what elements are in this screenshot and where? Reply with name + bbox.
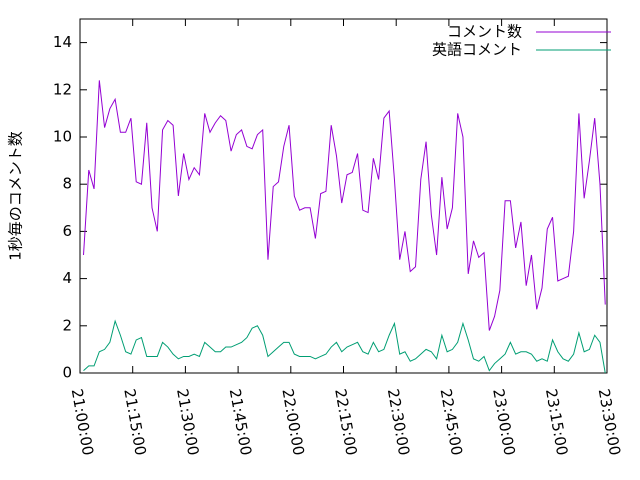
x-tick-label: 23:00:00	[489, 387, 518, 456]
x-tick-label: 21:15:00	[120, 387, 149, 456]
y-tick-label: 12	[53, 80, 72, 98]
y-axis-label: 1秒毎のコメント数	[7, 131, 25, 261]
series-line	[83, 319, 606, 374]
legend-label: コメント数	[447, 23, 522, 41]
x-tick-label: 21:00:00	[68, 387, 97, 456]
x-tick-label: 21:45:00	[226, 387, 255, 456]
legend-label: 英語コメント	[432, 41, 522, 59]
x-tick-label: 22:45:00	[437, 387, 466, 456]
y-tick-label: 4	[62, 269, 72, 287]
x-tick-label: 22:30:00	[384, 387, 413, 456]
x-tick-label: 23:30:00	[595, 387, 624, 456]
y-tick-label: 14	[53, 33, 72, 51]
y-tick-label: 8	[62, 175, 72, 193]
y-tick-label: 10	[53, 128, 72, 146]
x-tick-label: 21:30:00	[173, 387, 202, 456]
x-tick-label: 22:00:00	[278, 387, 307, 456]
y-tick-label: 6	[62, 222, 72, 240]
y-tick-label: 2	[62, 316, 72, 334]
x-tick-label: 23:15:00	[542, 387, 571, 456]
x-tick-label: 22:15:00	[331, 387, 360, 456]
series-line	[83, 80, 606, 331]
y-tick-label: 0	[62, 364, 72, 382]
